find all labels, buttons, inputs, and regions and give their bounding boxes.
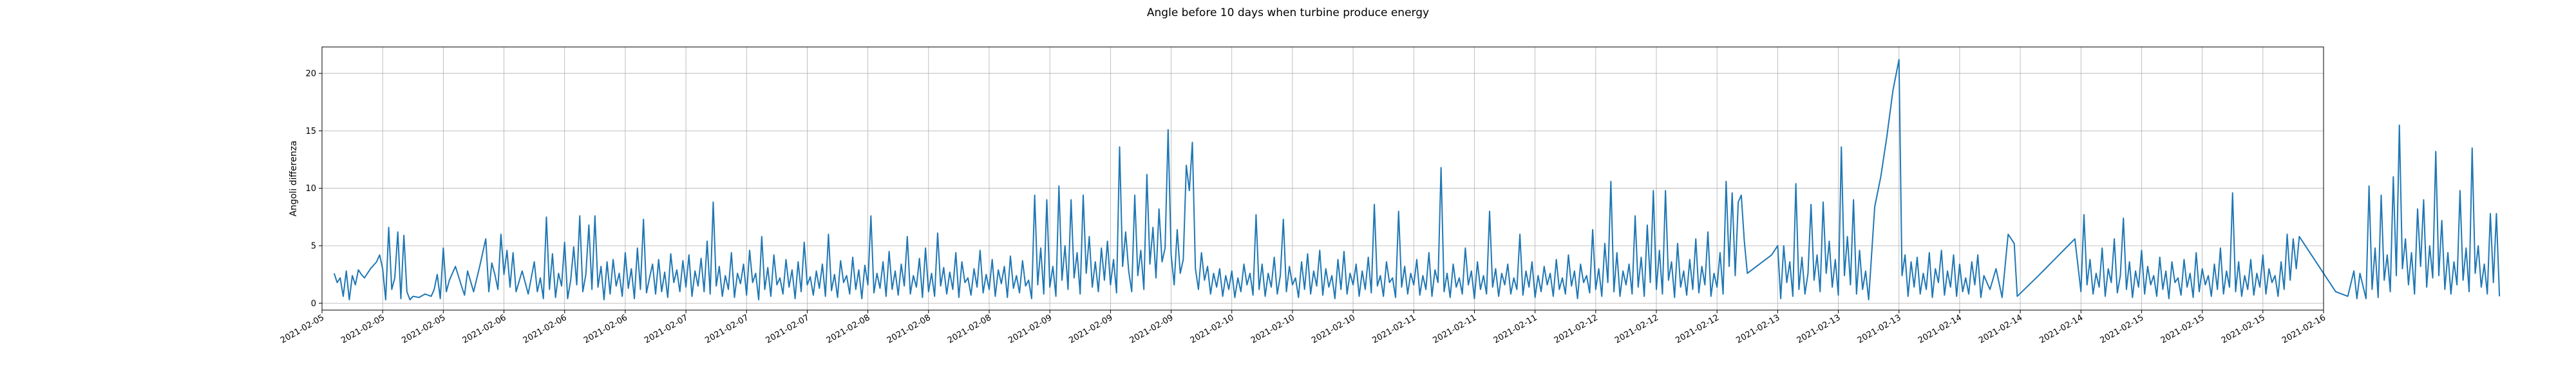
grid-layer	[321, 47, 2324, 310]
x-tick-label: 2021-02-07	[764, 313, 811, 345]
x-tick-label: 2021-02-15	[2220, 313, 2267, 345]
x-tick-label: 2021-02-13	[1856, 313, 1903, 345]
x-tick-label: 2021-02-10	[1189, 313, 1236, 345]
x-tick-label: 2021-02-15	[2099, 313, 2146, 345]
y-tick-label: 20	[305, 69, 316, 79]
x-tick-label: 2021-02-15	[2159, 313, 2206, 345]
x-tick-label: 2021-02-12	[1553, 313, 1600, 345]
x-tick-label: 2021-02-14	[1917, 313, 1964, 345]
y-tick-label: 10	[305, 184, 316, 194]
y-tick-label: 15	[305, 127, 316, 136]
x-tick-label: 2021-02-08	[825, 313, 872, 345]
chart-title: Angle before 10 days when turbine produc…	[1147, 6, 1429, 19]
x-tick-label: 2021-02-07	[703, 313, 750, 345]
x-tick-label: 2021-02-14	[2038, 313, 2085, 345]
x-tick-label: 2021-02-05	[400, 313, 447, 345]
x-tick-label: 2021-02-06	[461, 313, 508, 345]
line-layer	[333, 59, 2501, 300]
x-tick-label: 2021-02-08	[886, 313, 933, 345]
x-tick-label: 2021-02-06	[582, 313, 629, 345]
x-tick-label: 2021-02-14	[1977, 313, 2024, 345]
x-tick-label: 2021-02-06	[522, 313, 569, 345]
x-tick-label: 2021-02-10	[1249, 313, 1296, 345]
x-tick-label: 2021-02-09	[1067, 313, 1114, 345]
x-tick-label: 2021-02-07	[643, 313, 690, 345]
series-line	[333, 59, 2501, 300]
x-tick-label: 2021-02-09	[1007, 313, 1054, 345]
x-tick-label: 2021-02-08	[946, 313, 993, 345]
x-tick-label: 2021-02-13	[1734, 313, 1781, 345]
y-tick-label: 5	[311, 241, 316, 251]
x-tick-label: 2021-02-13	[1795, 313, 1842, 345]
x-tick-label: 2021-02-12	[1613, 313, 1660, 345]
x-tick-label: 2021-02-05	[279, 313, 326, 345]
x-tick-label: 2021-02-05	[339, 313, 386, 345]
y-ticks: 0 5 10 15 20	[305, 69, 322, 309]
x-ticks: 2021-02-05 2021-02-05 2021-02-05 2021-02-06…	[279, 310, 2327, 345]
x-tick-label: 2021-02-11	[1492, 313, 1539, 345]
x-tick-label: 2021-02-10	[1310, 313, 1357, 345]
x-tick-label: 2021-02-11	[1432, 313, 1479, 345]
y-axis-label: Angoli differenza	[289, 140, 299, 216]
x-tick-label: 2021-02-16	[2280, 313, 2327, 345]
x-tick-label: 2021-02-09	[1128, 313, 1175, 345]
x-tick-label: 2021-02-11	[1370, 313, 1417, 345]
x-tick-label: 2021-02-12	[1674, 313, 1721, 345]
y-tick-label: 0	[311, 299, 316, 309]
plot-frame	[321, 46, 2324, 311]
